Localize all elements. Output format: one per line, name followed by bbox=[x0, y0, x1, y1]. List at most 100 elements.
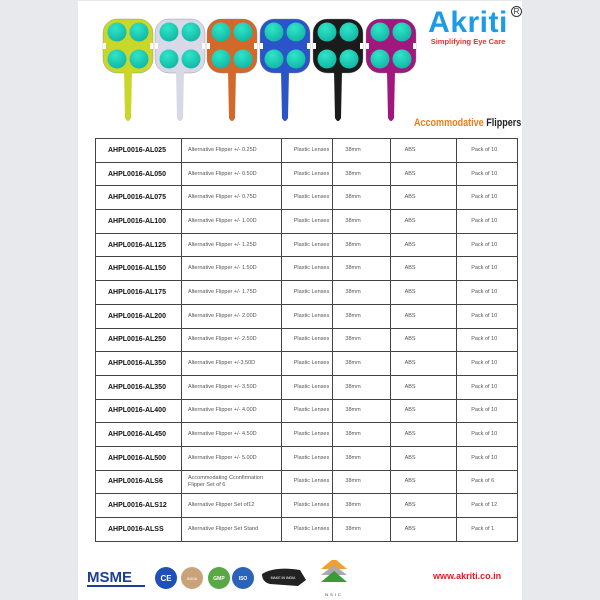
flipper bbox=[259, 18, 311, 121]
flipper bbox=[102, 18, 154, 121]
cell-pack: Pack of 10 bbox=[456, 445, 518, 471]
product-table: AHPL0016-AL025 Alternative Flipper +/- 0.… bbox=[94, 138, 518, 542]
cell-material: ABS bbox=[389, 398, 458, 424]
cell-size: 38mm bbox=[332, 303, 391, 329]
cell-code: AHPL0016-AL250 bbox=[94, 327, 183, 353]
cell-lens: Plastic Lenses bbox=[280, 209, 334, 234]
cell-code: AHPL0016-AL350 bbox=[94, 374, 183, 400]
lens bbox=[264, 49, 284, 69]
cell-lens: Plastic Lenses bbox=[280, 280, 334, 305]
lens bbox=[211, 49, 231, 69]
table-row: AHPL0016-AL100 Alternative Flipper +/- 1.… bbox=[94, 209, 518, 234]
cell-size: 38mm bbox=[332, 493, 391, 518]
cell-description: Alternative Flipper +/- 2.00D bbox=[181, 303, 282, 329]
cell-material: ABS bbox=[389, 445, 458, 471]
cell-pack: Pack of 10 bbox=[456, 209, 518, 234]
heading-part1: Accommodative bbox=[414, 117, 484, 129]
cell-pack: Pack of 10 bbox=[456, 327, 518, 353]
lens bbox=[233, 49, 253, 69]
cell-code: AHPL0016-AL500 bbox=[94, 445, 183, 471]
gmp-logo bbox=[208, 567, 230, 589]
cell-description: Alternative Flipper +/- 0.25D bbox=[181, 138, 282, 163]
cell-code: AHPL0016-AL075 bbox=[94, 185, 183, 211]
cell-size: 38mm bbox=[332, 398, 391, 424]
table-row: AHPL0016-AL150 Alternative Flipper +/- 1.… bbox=[94, 256, 518, 282]
cell-size: 38mm bbox=[332, 161, 391, 187]
cell-code: AHPL0016-AL350 bbox=[94, 351, 183, 376]
lens bbox=[181, 49, 201, 69]
cell-code: AHPL0016-AL150 bbox=[94, 256, 183, 282]
make-in-india-logo bbox=[262, 568, 306, 586]
cell-description: Alternative Flipper +/- 5.00D bbox=[181, 445, 282, 471]
cell-lens: Plastic Lenses bbox=[280, 445, 334, 471]
cell-size: 38mm bbox=[332, 374, 391, 400]
lens bbox=[339, 49, 359, 69]
table-row: AHPL0016-AL175 Alternative Flipper +/- 1.… bbox=[94, 280, 518, 305]
cell-code: AHPL0016-AL400 bbox=[94, 398, 183, 424]
cell-material: ABS bbox=[389, 422, 458, 447]
table-row: AHPL0016-AL200 Alternative Flipper +/- 2.… bbox=[94, 303, 518, 329]
cell-description: Alternative Flipper Set of12 bbox=[181, 493, 282, 518]
svg-text:CE: CE bbox=[160, 574, 172, 583]
cell-material: ABS bbox=[389, 209, 458, 234]
table-row: AHPL0016-AL050 Alternative Flipper +/- 0.… bbox=[94, 161, 518, 187]
cell-size: 38mm bbox=[332, 327, 391, 353]
iso-logo bbox=[232, 567, 254, 589]
svg-text:GMP: GMP bbox=[213, 576, 225, 582]
cell-size: 38mm bbox=[332, 517, 391, 542]
cell-description: Accommodating Cconfirmation Flipper Set … bbox=[181, 469, 282, 495]
cell-lens: Plastic Lenses bbox=[280, 351, 334, 376]
cell-size: 38mm bbox=[332, 185, 391, 211]
cell-lens: Plastic Lenses bbox=[280, 374, 334, 400]
cell-pack: Pack of 10 bbox=[456, 398, 518, 424]
lens bbox=[370, 22, 390, 42]
cell-lens: Plastic Lenses bbox=[280, 256, 334, 282]
cell-material: ABS bbox=[389, 493, 458, 518]
cell-description: Alternative Flipper +/- 3.50D bbox=[181, 374, 282, 400]
table-row: AHPL0016-AL350 Alternative Flipper +/- 3.… bbox=[94, 374, 518, 400]
cell-lens: Plastic Lenses bbox=[280, 232, 334, 258]
cell-size: 38mm bbox=[332, 469, 391, 495]
cell-code: AHPL0016-ALS12 bbox=[94, 493, 183, 518]
cell-code: AHPL0016-AL025 bbox=[94, 138, 183, 163]
table-row: AHPL0016-AL250 Alternative Flipper +/- 2.… bbox=[94, 327, 518, 353]
lens bbox=[211, 22, 231, 42]
svg-text:INDIA: INDIA bbox=[187, 576, 198, 581]
cell-size: 38mm bbox=[332, 138, 391, 163]
cell-lens: Plastic Lenses bbox=[280, 422, 334, 447]
table-row: AHPL0016-ALS6 Accommodating Cconfirmation… bbox=[94, 469, 518, 495]
cell-code: AHPL0016-AL100 bbox=[94, 209, 183, 234]
cell-code: AHPL0016-ALS6 bbox=[94, 469, 183, 495]
msme-logo: MSME bbox=[87, 569, 132, 586]
cell-size: 38mm bbox=[332, 280, 391, 305]
cell-description: Alternative Flipper +/- 1.00D bbox=[181, 209, 282, 234]
cell-code: AHPL0016-AL450 bbox=[94, 422, 183, 447]
cell-material: ABS bbox=[389, 517, 458, 542]
cell-material: ABS bbox=[389, 469, 458, 495]
cell-material: ABS bbox=[389, 327, 458, 353]
cell-description: Alternative Flipper +/- 0.75D bbox=[181, 185, 282, 211]
lens bbox=[159, 49, 179, 69]
cell-material: ABS bbox=[389, 256, 458, 282]
lens bbox=[286, 49, 306, 69]
cell-code: AHPL0016-AL175 bbox=[94, 280, 183, 305]
cell-code: AHPL0016-AL200 bbox=[94, 303, 183, 329]
akriti-logo: Akriti Simplifying Eye Care R bbox=[418, 6, 522, 46]
cell-size: 38mm bbox=[332, 256, 391, 282]
cell-size: 38mm bbox=[332, 351, 391, 376]
lens bbox=[129, 49, 149, 69]
flipper bbox=[154, 18, 206, 121]
cell-code: AHPL0016-ALSS bbox=[94, 517, 183, 542]
lens bbox=[181, 22, 201, 42]
table-row: AHPL0016-AL500 Alternative Flipper +/- 5.… bbox=[94, 445, 518, 471]
lens bbox=[317, 49, 337, 69]
cell-description: Alternative Flipper +/- 1.75D bbox=[181, 280, 282, 305]
table-row: AHPL0016-ALSS Alternative Flipper Set Sta… bbox=[94, 517, 518, 542]
website-link[interactable]: www.akriti.co.in bbox=[433, 571, 502, 581]
table-row: AHPL0016-AL400 Alternative Flipper +/- 4.… bbox=[94, 398, 518, 424]
cell-material: ABS bbox=[389, 185, 458, 211]
cell-size: 38mm bbox=[332, 422, 391, 447]
cell-pack: Pack of 1 bbox=[456, 517, 518, 542]
cell-pack: Pack of 10 bbox=[456, 185, 518, 211]
table-row: AHPL0016-ALS12 Alternative Flipper Set of… bbox=[94, 493, 518, 518]
